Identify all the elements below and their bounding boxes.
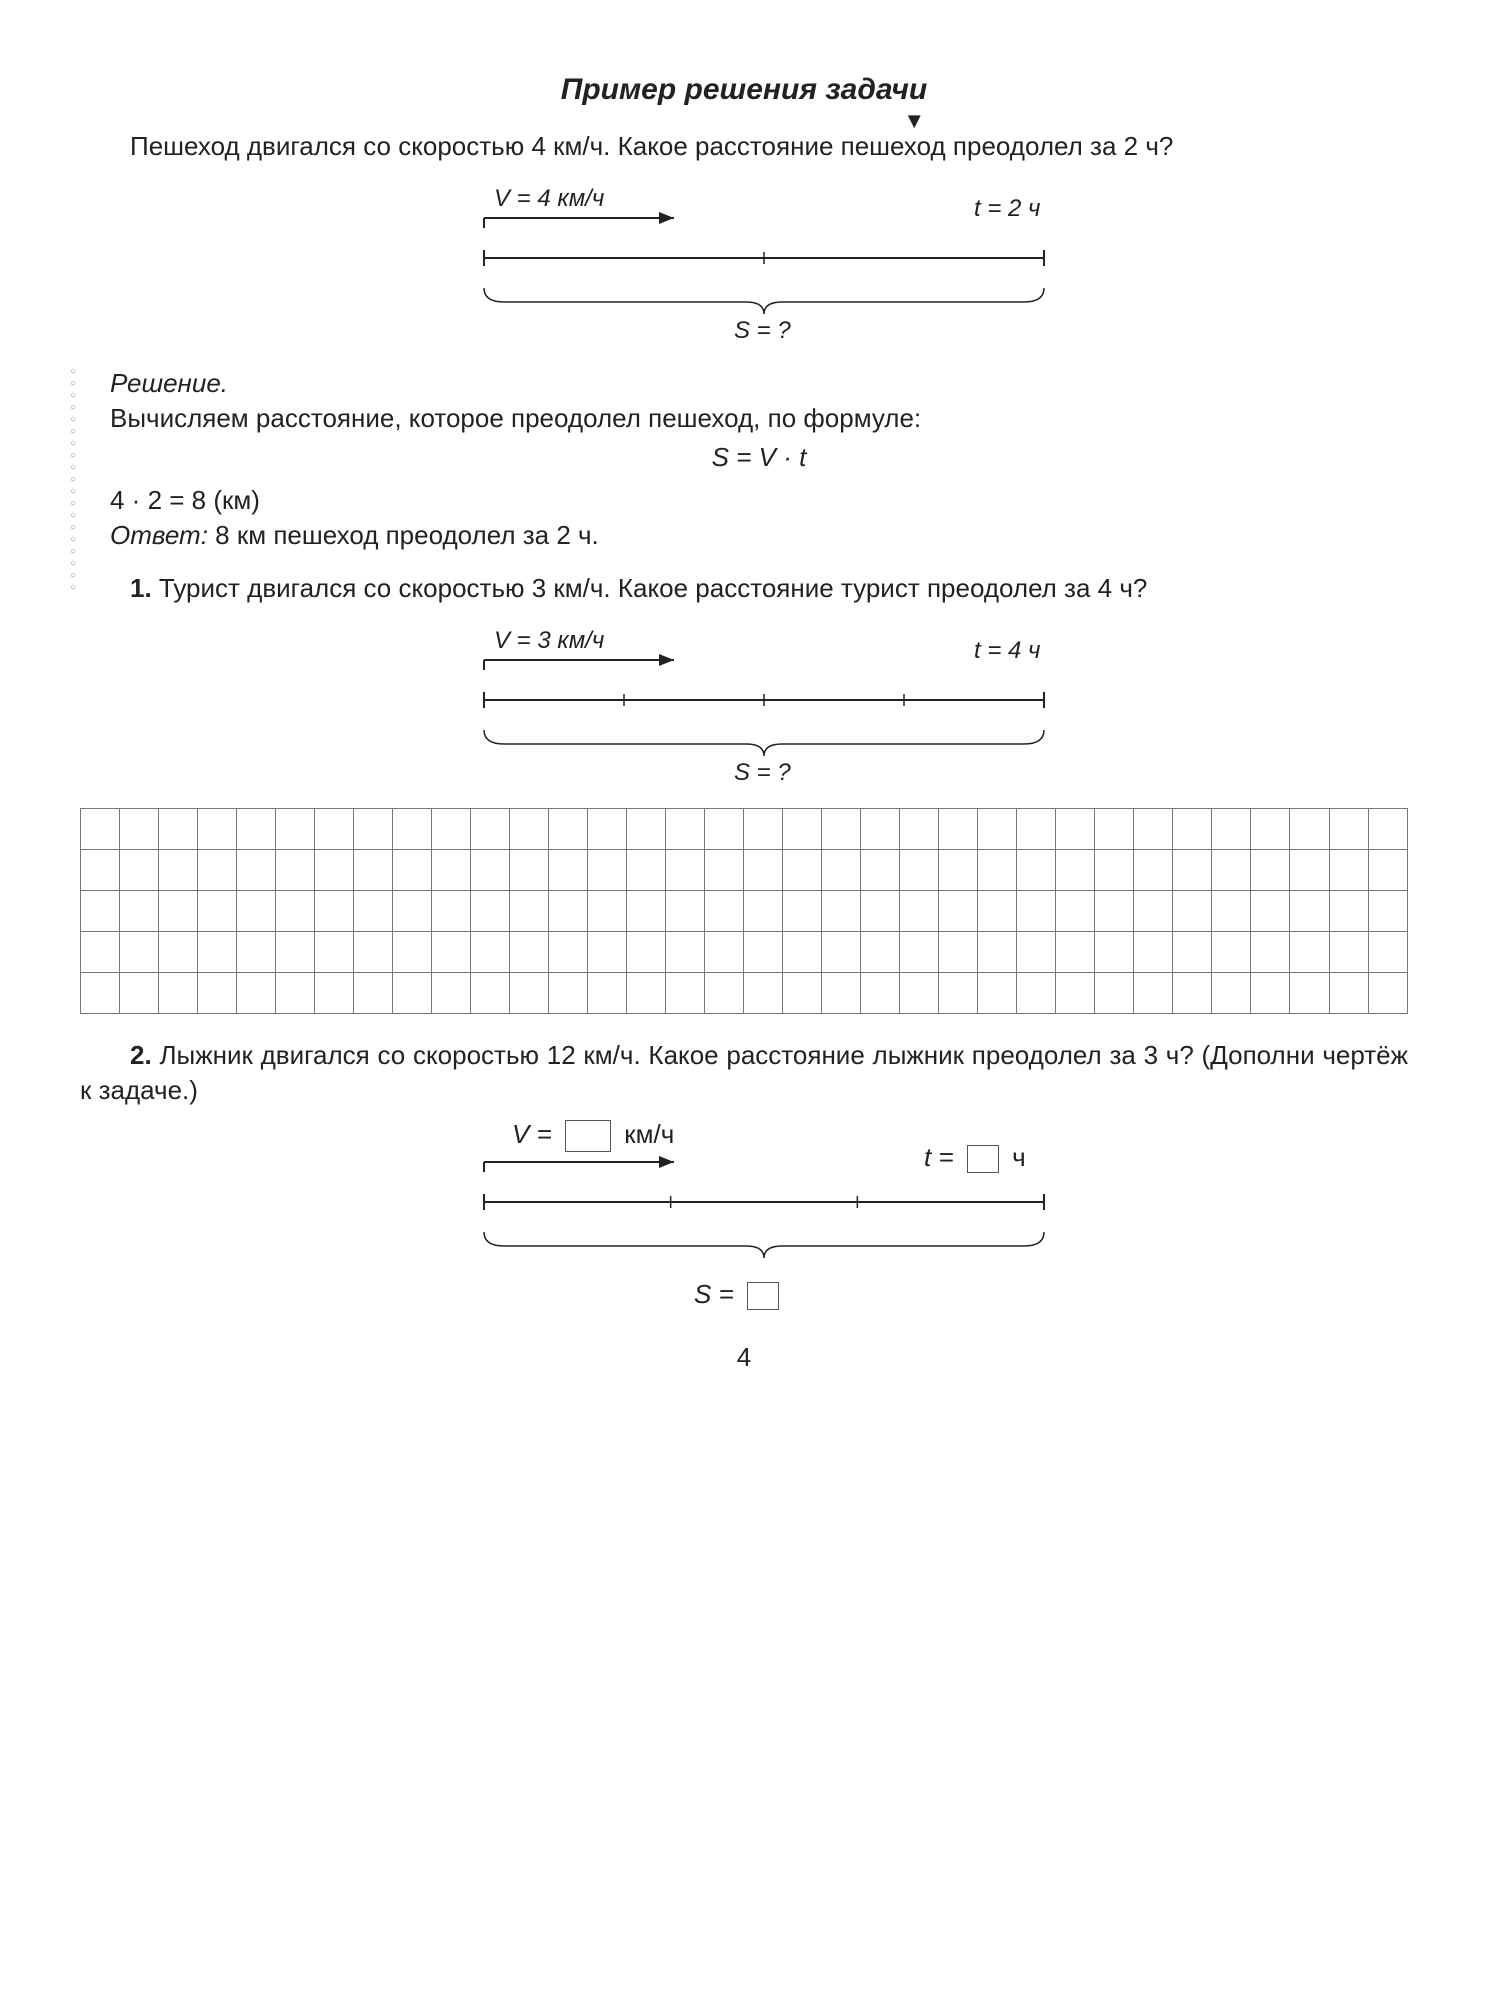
solution-text: Вычисляем расстояние, которое преодолел … xyxy=(110,401,1408,436)
example-problem: Пешеход двигался со скоростью 4 км/ч. Ка… xyxy=(80,129,1408,164)
example-diagram: V = 4 км/ч t = 2 ч S = ? xyxy=(80,178,1408,348)
answer-label: Ответ: xyxy=(110,520,208,550)
task2-number: 2. xyxy=(130,1040,152,1070)
t-input-box[interactable] xyxy=(967,1145,999,1173)
arrow-down-icon: ▼ xyxy=(903,106,925,136)
dots-decoration: ○○○○○○○○○○○○○○○○○○○ xyxy=(70,366,76,594)
svg-text:S = ?: S = ? xyxy=(734,759,791,786)
svg-text:t = 4 ч: t = 4 ч xyxy=(974,637,1040,664)
calc-line: 4 · 2 = 8 (км) xyxy=(110,483,1408,518)
task2-text: 2. Лыжник двигался со скоростью 12 км/ч.… xyxy=(80,1038,1408,1108)
task1-diagram: V = 3 км/ч t = 4 ч S = ? xyxy=(80,620,1408,790)
solution-section: ○○○○○○○○○○○○○○○○○○○ Решение. Вычисляем р… xyxy=(80,366,1408,553)
answer-line: Ответ: 8 км пешеход преодолел за 2 ч. xyxy=(110,518,1408,553)
s-input-box[interactable] xyxy=(747,1282,779,1310)
title-text: Пример решения задачи xyxy=(561,73,927,106)
page-title: Пример решения задачи ▼ xyxy=(80,70,1408,111)
t-label-task2: t = ч xyxy=(924,1140,1026,1175)
task1-text: 1. Турист двигался со скоростью 3 км/ч. … xyxy=(80,571,1408,606)
task1-body: Турист двигался со скоростью 3 км/ч. Как… xyxy=(159,573,1147,603)
svg-text:V = 3 км/ч: V = 3 км/ч xyxy=(494,627,604,654)
v-input-box[interactable] xyxy=(565,1120,611,1152)
solution-label: Решение. xyxy=(110,366,1408,401)
task1-number: 1. xyxy=(130,573,152,603)
svg-text:S = ?: S = ? xyxy=(734,317,791,344)
answer-grid[interactable] xyxy=(80,808,1408,1014)
v-label-task2: V = км/ч xyxy=(512,1117,674,1152)
s-label-task2: S = xyxy=(694,1277,785,1312)
task2-body: Лыжник двигался со скоростью 12 км/ч. Ка… xyxy=(80,1040,1408,1105)
answer-text: 8 км пешеход преодолел за 2 ч. xyxy=(215,520,599,550)
svg-text:t = 2 ч: t = 2 ч xyxy=(974,195,1040,222)
page-number: 4 xyxy=(80,1340,1408,1375)
formula: S = V · t xyxy=(110,440,1408,475)
task2-diagram: V = км/ч t = ч S = xyxy=(80,1122,1408,1322)
svg-text:V = 4 км/ч: V = 4 км/ч xyxy=(494,185,604,212)
